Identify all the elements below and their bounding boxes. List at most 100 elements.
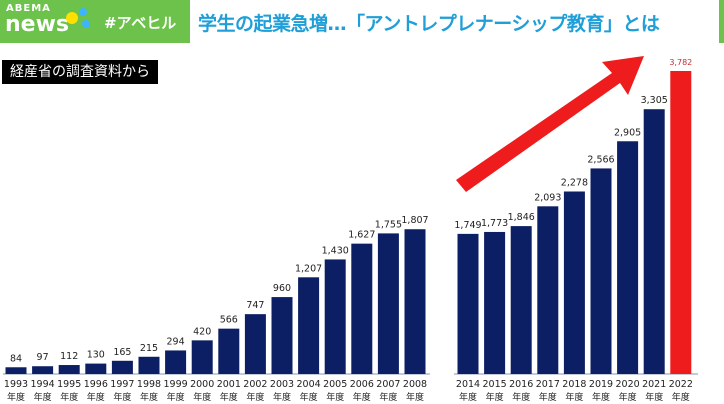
tick-unit-2020: 年度 — [619, 391, 637, 403]
value-label-2018: 2,278 — [561, 177, 588, 188]
tick-label-2005: 2005 — [323, 379, 347, 390]
bar-1995 — [58, 365, 80, 374]
bar-2006 — [351, 243, 373, 374]
bar-2003 — [271, 297, 293, 374]
tick-unit-2007: 年度 — [379, 391, 397, 403]
tick-unit-2008: 年度 — [406, 391, 424, 403]
tick-unit-2014: 年度 — [459, 391, 477, 403]
value-label-2001: 566 — [220, 315, 238, 326]
bar-2002 — [244, 314, 266, 374]
bar-1996 — [85, 363, 107, 374]
value-label-1996: 130 — [87, 350, 105, 361]
bar-2020 — [617, 141, 639, 374]
tick-label-1996: 1996 — [84, 379, 108, 390]
value-label-2004: 1,207 — [295, 263, 322, 274]
bar-1994 — [32, 366, 54, 374]
tick-label-2020: 2020 — [616, 379, 640, 390]
bar-2008 — [404, 229, 426, 374]
tick-label-1997: 1997 — [110, 379, 134, 390]
tick-unit-2001: 年度 — [220, 391, 238, 403]
tick-unit-2004: 年度 — [300, 391, 318, 403]
value-label-2016: 1,846 — [508, 212, 535, 223]
tick-label-2022: 2022 — [669, 379, 693, 390]
tick-label-1993: 1993 — [4, 379, 28, 390]
value-label-1993: 84 — [10, 353, 22, 364]
value-label-2007: 1,755 — [375, 219, 402, 230]
tick-label-1995: 1995 — [57, 379, 81, 390]
bar-2019 — [590, 168, 612, 374]
tick-label-2021: 2021 — [642, 379, 666, 390]
tick-label-2014: 2014 — [456, 379, 480, 390]
bar-2021 — [643, 109, 665, 375]
bar-2004 — [298, 277, 320, 374]
tick-label-2004: 2004 — [297, 379, 321, 390]
tick-unit-2000: 年度 — [193, 391, 211, 403]
tick-label-1999: 1999 — [164, 379, 188, 390]
tick-unit-2019: 年度 — [592, 391, 610, 403]
trend-arrow-icon — [456, 56, 644, 192]
tick-unit-2005: 年度 — [326, 391, 344, 403]
hashtag: #アベヒル — [104, 14, 177, 32]
brand-top: ABEMA — [6, 3, 51, 14]
tick-label-2007: 2007 — [376, 379, 400, 390]
value-label-2008: 1,807 — [401, 215, 428, 226]
tick-label-2003: 2003 — [270, 379, 294, 390]
bar-2007 — [377, 233, 399, 374]
tick-unit-1996: 年度 — [87, 391, 105, 403]
tick-unit-2006: 年度 — [353, 391, 371, 403]
value-label-2022: 3,782 — [669, 58, 692, 67]
value-label-2020: 2,905 — [614, 127, 641, 138]
tick-label-2018: 2018 — [562, 379, 586, 390]
value-label-2015: 1,773 — [481, 218, 508, 229]
value-label-2003: 960 — [273, 283, 291, 294]
bar-2001 — [218, 328, 240, 374]
tick-unit-2015: 年度 — [486, 391, 504, 403]
tick-label-2019: 2019 — [589, 379, 613, 390]
value-label-1998: 215 — [140, 343, 158, 354]
bar-2000 — [191, 340, 213, 374]
value-label-2021: 3,305 — [641, 95, 668, 106]
tick-label-2001: 2001 — [217, 379, 241, 390]
tick-label-1998: 1998 — [137, 379, 161, 390]
value-label-2000: 420 — [193, 326, 211, 337]
bar-2015 — [484, 231, 506, 374]
value-label-1999: 294 — [167, 336, 185, 347]
source-label: 経産省の調査資料から — [2, 60, 158, 84]
tick-label-2006: 2006 — [350, 379, 374, 390]
value-label-2006: 1,627 — [348, 230, 375, 241]
tick-unit-1993: 年度 — [7, 391, 25, 403]
tick-label-2016: 2016 — [509, 379, 533, 390]
value-label-1997: 165 — [113, 347, 131, 358]
value-label-2002: 747 — [246, 300, 264, 311]
tick-label-2008: 2008 — [403, 379, 427, 390]
header-edge — [719, 0, 724, 43]
tick-label-2017: 2017 — [536, 379, 560, 390]
brand-bottom: news — [5, 12, 70, 37]
bar-2022 — [670, 71, 692, 374]
value-label-2005: 1,430 — [322, 245, 349, 256]
tick-unit-2017: 年度 — [539, 391, 557, 403]
tick-label-2015: 2015 — [483, 379, 507, 390]
bar-2014 — [457, 233, 479, 374]
header-bar: ABEMA news #アベヒル 学生の起業急増…「アントレプレナーシップ教育」… — [0, 0, 724, 44]
value-label-2017: 2,093 — [534, 192, 561, 203]
tick-unit-2022: 年度 — [672, 391, 690, 403]
tick-unit-2016: 年度 — [512, 391, 530, 403]
tick-label-2002: 2002 — [243, 379, 267, 390]
bar-2017 — [537, 206, 559, 374]
value-label-1994: 97 — [37, 352, 49, 363]
bar-2016 — [510, 226, 532, 374]
tick-label-1994: 1994 — [31, 379, 55, 390]
value-label-2014: 1,749 — [454, 220, 481, 231]
bar-1993 — [5, 367, 27, 374]
bar-2005 — [324, 259, 346, 374]
headline: 学生の起業急増…「アントレプレナーシップ教育」とは — [198, 13, 660, 35]
abema-news-logo: ABEMA news #アベヒル — [0, 0, 190, 43]
bar-2018 — [563, 191, 585, 374]
tick-unit-2003: 年度 — [273, 391, 291, 403]
logo-dots-icon — [66, 8, 90, 28]
bar-1998 — [138, 356, 160, 374]
tick-unit-2002: 年度 — [246, 391, 264, 403]
value-label-2019: 2,566 — [587, 154, 614, 165]
